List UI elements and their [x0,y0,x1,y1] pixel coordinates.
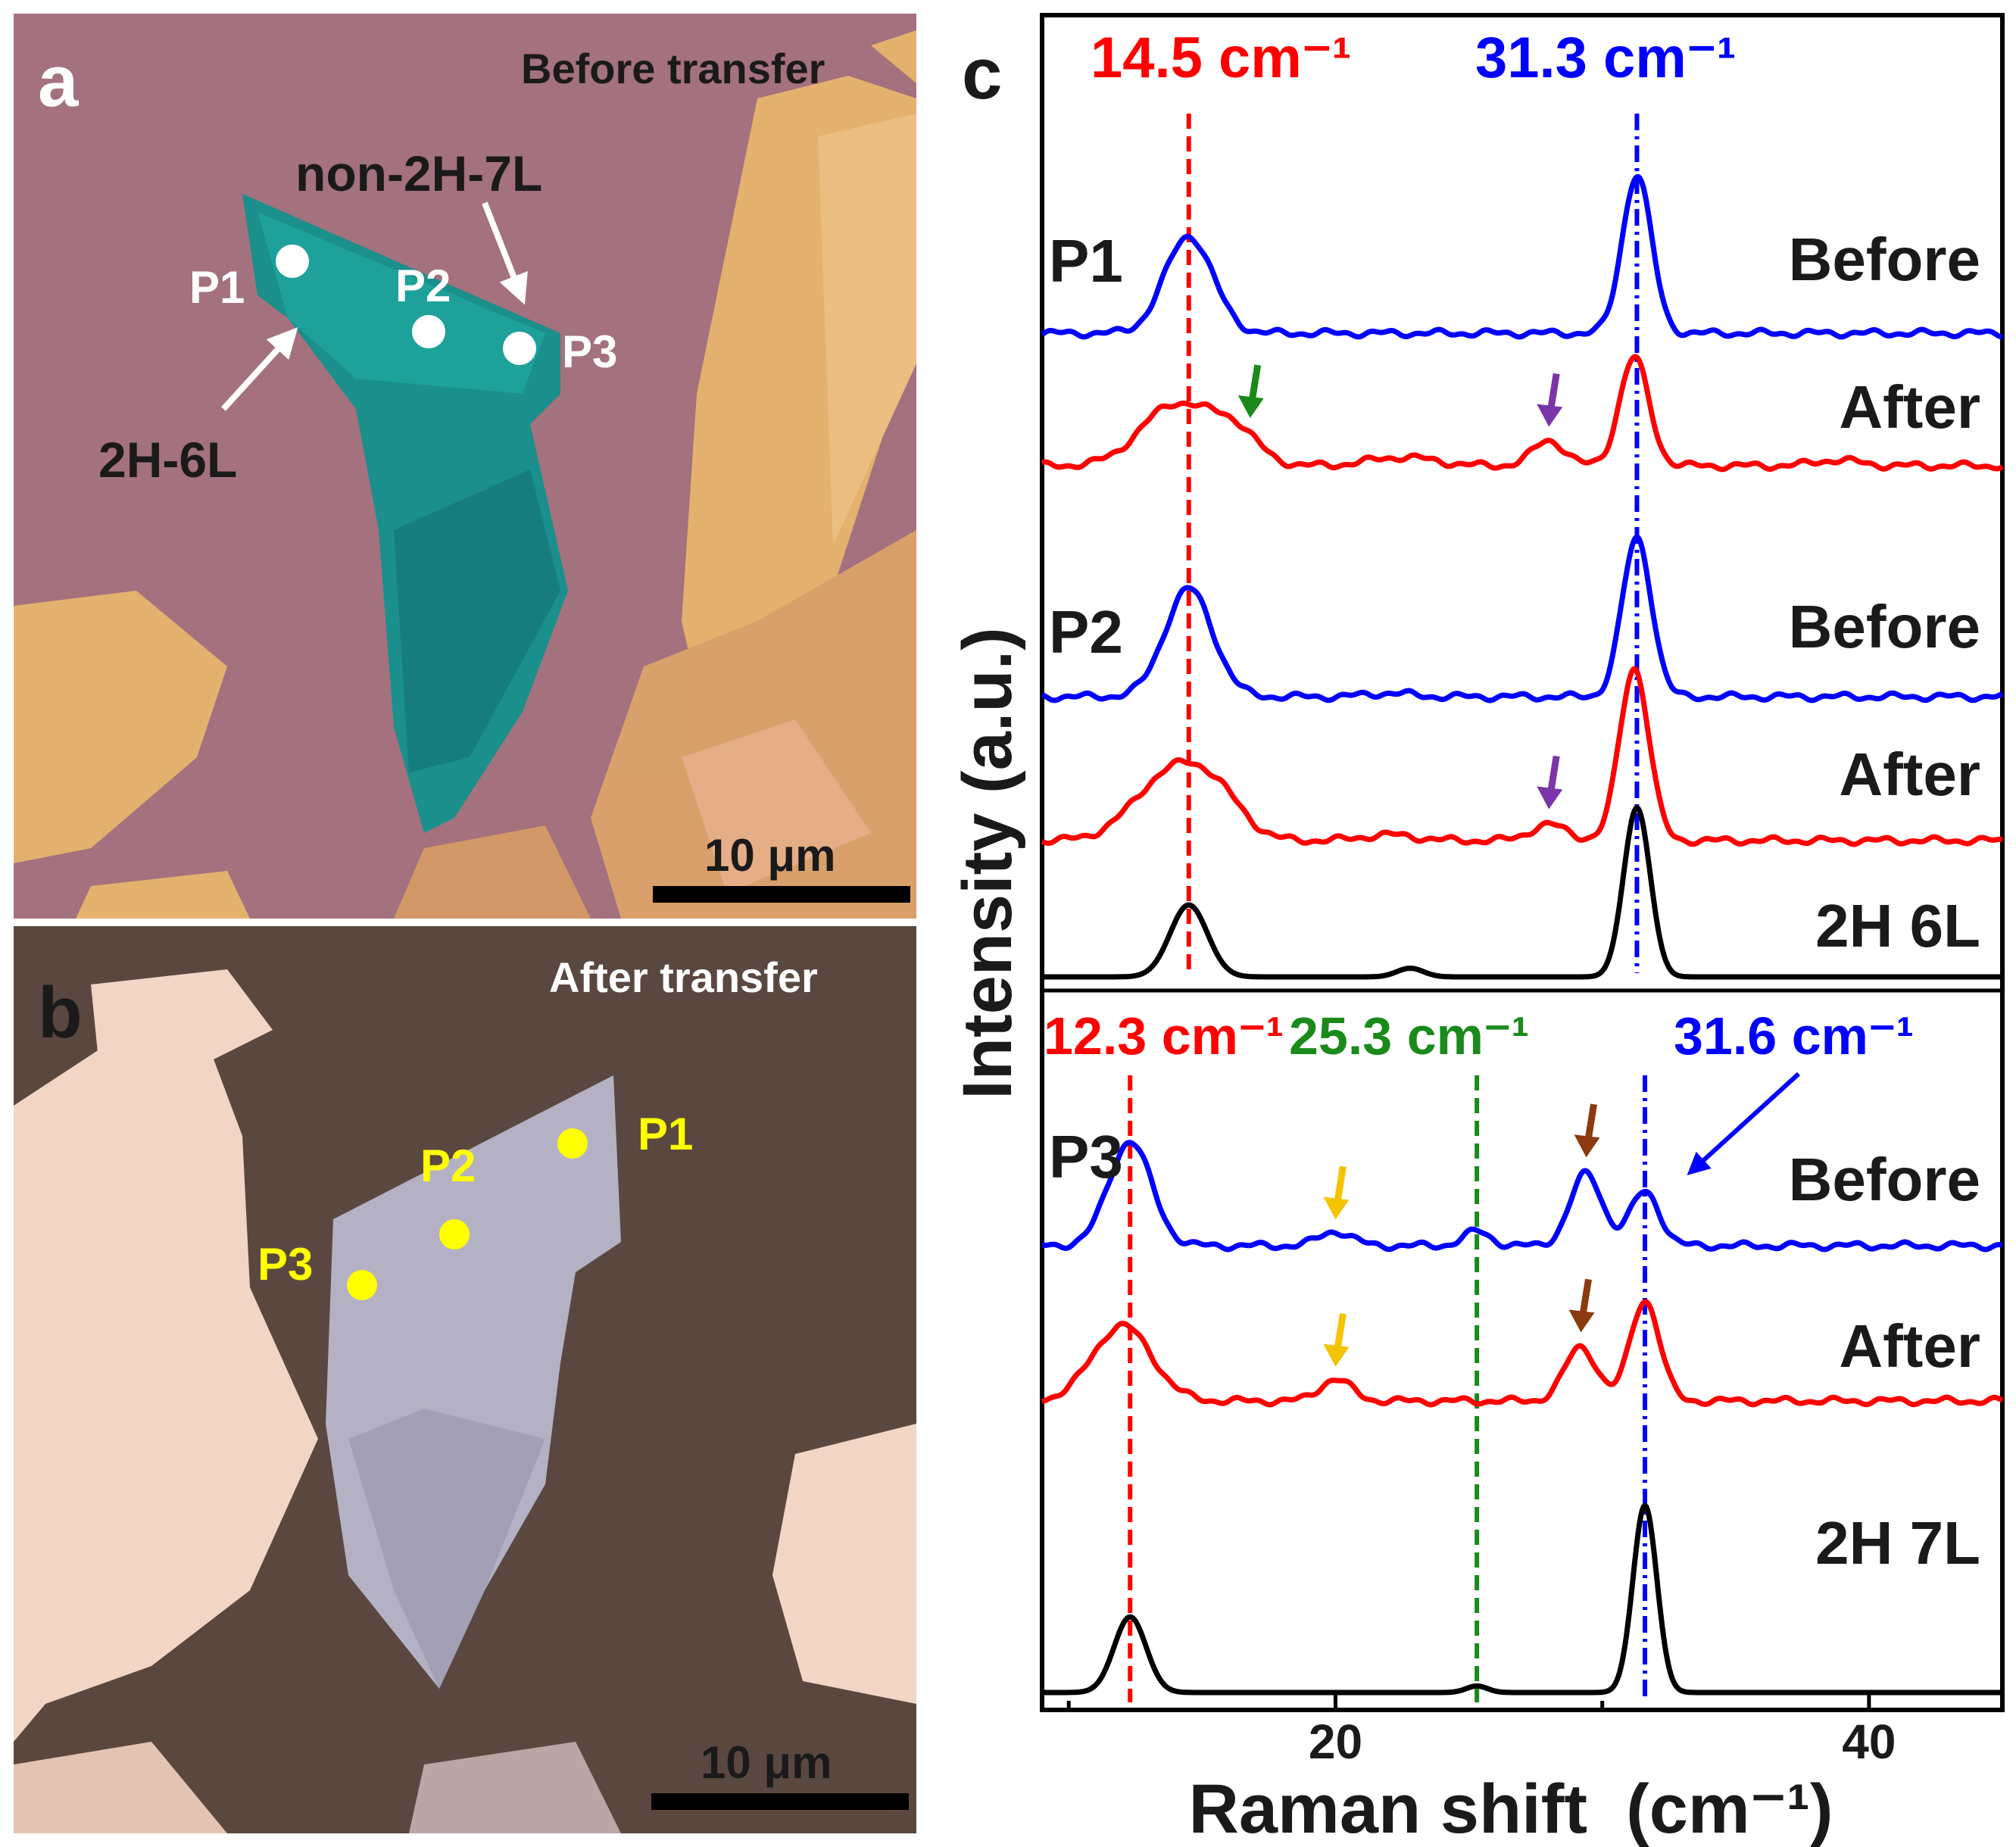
y-axis-label: Intensity (a.u.) [949,627,1026,1100]
spectrum-p2-before [1041,534,2004,704]
spectrum-p3-after [1041,1299,2004,1408]
arrow-non-2h-7l [482,201,528,305]
label-non-2h-7l: non-2H-7L [295,145,542,201]
peak-label-25-3: 25.3 cm⁻¹ [1289,1006,1529,1065]
point-p2-b [439,1219,470,1250]
series-label-p1-after: After [1839,373,1980,441]
series-label-p2-before: Before [1789,593,1980,660]
spectrum-p2-2h-6l [1041,805,2004,980]
point-p1-a [276,245,309,278]
point-label-p2-b: P2 [420,1140,476,1191]
scalebar-a [653,886,910,903]
series-label-p3-before: Before [1789,1146,1980,1213]
spectrum-p1-after [1041,354,2004,473]
feature-arrow [1323,1165,1350,1220]
peak-label-31-6: 31.6 cm⁻¹ [1674,1006,1914,1065]
point-label-p1-c: P1 [1049,227,1123,295]
curves-layer [1041,173,2004,1696]
feature-arrow [1537,755,1563,810]
series-label-2h-7l: 2H 7L [1815,1509,1980,1577]
series-label-2h-6l: 2H 6L [1815,892,1980,959]
flakes-yellow-a [14,30,916,919]
point-p3-b [347,1270,377,1300]
x-axis-label: Raman shift (cm⁻¹) [1188,1771,1833,1847]
spectrum-p3-2h-7l [1041,1502,2004,1696]
peak-label-31-3: 31.3 cm⁻¹ [1475,26,1736,90]
series-label-p2-after: After [1839,741,1980,808]
point-label-p1-a: P1 [189,262,245,313]
panel-a: a Before transfer non-2H-7L 2H-6L P1 P2 … [14,14,916,919]
point-p2-a [412,315,445,348]
series-label-p1-before: Before [1789,226,1980,293]
point-p1-b [557,1128,588,1159]
point-label-p3-c: P3 [1049,1123,1123,1190]
feature-arrow [1568,1278,1595,1333]
x-tick-label: 20 [1309,1714,1362,1769]
scalebar-label-a: 10 μm [704,830,835,881]
scalebar-label-b: 10 μm [701,1737,832,1788]
feature-arrow [1237,364,1264,419]
peak-label-12-3: 12.3 cm⁻¹ [1044,1006,1284,1065]
spectrum-p1-before [1041,173,2004,340]
spectrum-p3-before [1041,1140,2004,1253]
point-label-p1-b: P1 [638,1109,693,1159]
panel-b-caption: After transfer [549,953,818,1001]
ticks-layer: 20 40 [1066,1693,1896,1769]
feature-arrow [1574,1103,1600,1158]
point-p3-a [503,332,536,365]
vlines-layer [1128,114,1648,1702]
series-label-p3-after: After [1839,1312,1980,1380]
panel-c-letter: c [962,33,1002,114]
panel-a-caption: Before transfer [521,45,825,92]
flakes-bright-b [14,969,916,1833]
plot-frame [1040,13,2005,1712]
panel-b-letter: b [38,972,83,1053]
panel-a-letter: a [38,41,79,122]
feature-arrow [1323,1313,1350,1367]
point-label-p2-c: P2 [1049,598,1123,666]
point-label-p2-a: P2 [395,261,451,311]
point-label-p3-b: P3 [257,1239,313,1290]
label-2h-6l: 2H-6L [98,432,237,488]
feature-arrow [1537,373,1563,427]
arrow-2h-6l [221,327,298,411]
callout-arrow-31-6 [1687,1072,1801,1176]
panel-c: c 20 40 14.5 cm⁻¹ 31.3 cm⁻¹ 12.3 cm⁻¹ 25.… [949,13,2005,1847]
peak-label-14-5: 14.5 cm⁻¹ [1091,26,1351,90]
x-tick-label: 40 [1842,1714,1896,1769]
spectrum-p2-after [1041,666,2004,847]
scalebar-b [651,1793,909,1810]
arrows-layer [1237,364,1600,1367]
panel-b: b After transfer P1 P2 P3 10 μm [14,926,916,1833]
point-label-p3-a: P3 [562,326,617,377]
